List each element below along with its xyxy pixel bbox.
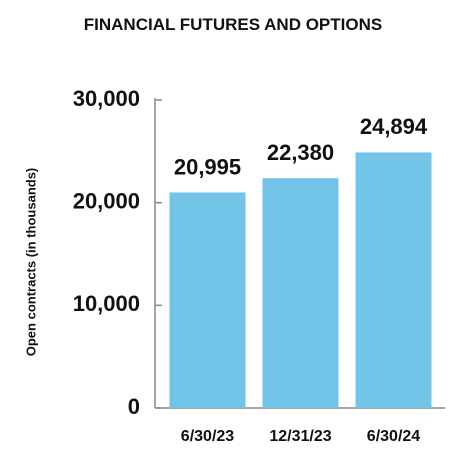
y-tick-label: 30,000 <box>73 86 140 111</box>
y-tick-label: 10,000 <box>73 291 140 316</box>
value-label: 24,894 <box>360 114 428 139</box>
x-tick-label: 12/31/23 <box>269 428 331 445</box>
x-tick-label: 6/30/23 <box>181 428 234 445</box>
y-tick-label: 20,000 <box>73 188 140 213</box>
y-tick-label: 0 <box>128 394 140 419</box>
bar <box>262 178 339 408</box>
y-axis-label: Open contracts (in thousands) <box>23 168 38 357</box>
value-label: 22,380 <box>267 140 334 165</box>
chart-title: FINANCIAL FUTURES AND OPTIONS <box>83 15 383 34</box>
value-label: 20,995 <box>174 154 241 179</box>
x-tick-label: 6/30/24 <box>367 428 420 445</box>
bar <box>355 152 432 408</box>
bar <box>169 192 246 408</box>
